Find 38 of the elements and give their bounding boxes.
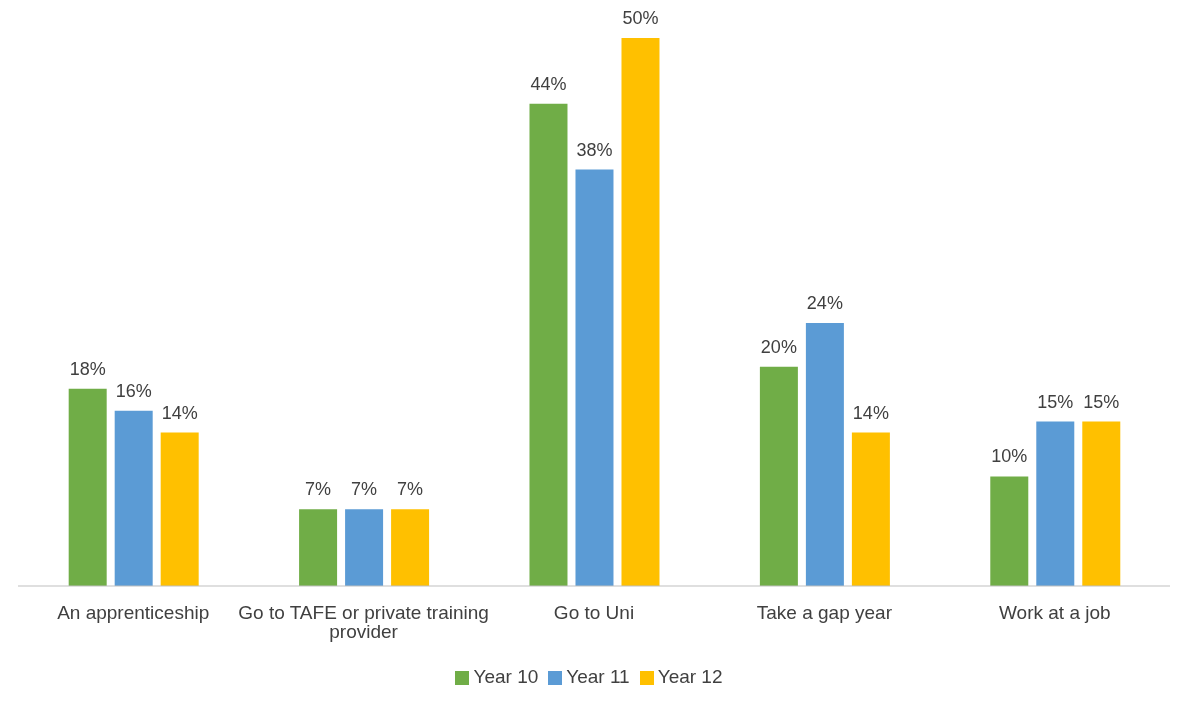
data-label: 10% <box>991 446 1028 467</box>
data-label: 15% <box>1037 391 1074 412</box>
bar <box>805 322 844 586</box>
bar <box>114 410 153 586</box>
bar <box>299 509 338 586</box>
data-label: 44% <box>530 73 567 94</box>
legend-label: Year 12 <box>657 666 723 687</box>
bar <box>160 432 199 586</box>
data-label: 20% <box>760 336 797 357</box>
bar <box>621 38 660 586</box>
x-tick-label: Go to Uni <box>553 602 635 624</box>
bar <box>759 366 798 586</box>
x-tick-label: An apprenticeship <box>57 602 210 624</box>
bar <box>345 509 384 586</box>
bar <box>391 509 430 586</box>
bar <box>68 388 107 586</box>
data-label: 18% <box>69 358 106 379</box>
data-label: 7% <box>351 479 378 500</box>
data-label: 38% <box>576 139 613 160</box>
bar <box>990 476 1029 586</box>
x-tick-label: Take a gap year <box>756 602 893 624</box>
data-label: 24% <box>806 292 843 313</box>
x-tick-label: Work at a job <box>999 602 1111 624</box>
legend-label: Year 11 <box>566 666 630 687</box>
data-label: 16% <box>115 380 152 401</box>
bar <box>851 432 890 586</box>
bar <box>575 169 614 586</box>
x-tick-label: Go to TAFE or private training provider <box>238 602 489 643</box>
legend-label: Year 10 <box>473 666 539 687</box>
bar <box>1036 421 1075 586</box>
data-label: 7% <box>305 479 332 500</box>
data-label: 15% <box>1083 391 1120 412</box>
data-label: 14% <box>161 402 198 423</box>
bar <box>529 103 568 586</box>
data-label: 7% <box>397 479 424 500</box>
data-label: 14% <box>852 402 889 423</box>
data-label: 50% <box>622 8 659 28</box>
bar <box>1082 421 1121 586</box>
